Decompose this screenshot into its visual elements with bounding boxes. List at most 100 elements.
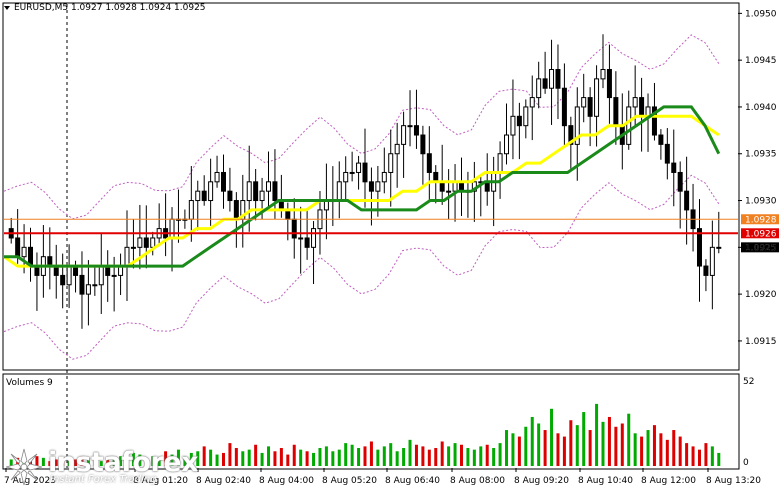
candle-bearish [79,274,85,295]
logo-mark-icon [5,448,43,486]
time-tick-label: 8 Aug 12:00 [641,476,696,486]
volume-bar-up [99,461,103,466]
volume-bar-up [382,446,386,466]
volume-bar-up [67,461,71,466]
candle-bearish [587,97,593,117]
price-tick-label: 1.0940 [745,103,777,113]
volume-bar-down [588,430,592,466]
price-tick-label: 1.0930 [745,197,777,207]
candle-bearish [220,171,226,192]
volume-bar-up [505,430,509,466]
candle-bearish [233,200,239,220]
volume-bar-down [704,443,708,466]
volume-bar-up [447,446,451,466]
candle-bearish [143,237,149,248]
volume-bar-up [260,452,264,466]
volume-bar-down [228,443,232,466]
time-tick-label: 8 Aug 08:00 [450,476,505,486]
volume-bar-down [659,433,663,466]
volume-bar-down [459,444,463,466]
candle-bullish [85,284,91,295]
candle-bearish [568,125,574,145]
candle-bullish [169,218,175,239]
volume-bar-up [157,457,161,466]
price-level-label: 1.0928 [745,215,777,225]
symbol-dropdown-icon[interactable] [4,6,10,10]
candle-bearish [542,78,548,89]
time-tick-label: 8 Aug 13:20 [706,476,761,486]
candle-bullish [214,171,220,183]
candle-bullish [311,228,317,248]
volume-bar-down [305,451,309,466]
candle-bullish [298,237,304,240]
volume-bar-up [241,451,245,466]
time-tick-label: 8 Aug 04:00 [259,476,314,486]
volume-bar-down [620,423,624,466]
price-axis: 1.0950 1.0945 1.0940 1.0935 1.0930 1.0925 1.09… [738,9,777,347]
candle-bullish [92,284,98,287]
candle-bullish [523,106,529,127]
volume-bar-up [601,421,605,466]
volume-bar-down [440,441,444,466]
candle-bullish [626,106,632,145]
volume-bar-down [61,457,65,466]
price-tick-label: 1.0945 [745,56,777,66]
volume-bar-down [234,448,238,466]
candle-bearish [60,274,66,286]
candle-bearish [516,115,522,127]
volume-bar-up [331,451,335,466]
volume-bar-up [215,454,219,466]
candle-bearish [272,181,278,202]
volume-bar-up [550,408,554,466]
candle-bullish [343,171,349,183]
candle-bullish [536,78,542,99]
time-tick-label: 8 Aug 10:40 [578,476,633,486]
volume-bar-down [697,449,701,466]
time-tick-label: 8 Aug 02:40 [196,476,251,486]
volume-bar-down [292,444,296,466]
volume-bar-down [485,444,489,466]
time-tick-label: 8 Aug 06:40 [385,476,440,486]
volume-bar-down [543,430,547,466]
volume-bar-up [125,457,129,466]
candle-bullish [407,125,413,128]
time-tick-label: 8 Aug 01:20 [133,476,188,486]
upper-band-line [3,34,720,220]
volume-bar-up [93,459,97,466]
volume-bar-up [267,446,271,466]
volume-max-label: 52 [743,377,754,387]
volume-bar-down [562,436,566,466]
volume-bar-down [556,433,560,466]
volume-bar-up [151,456,155,466]
envelope-bands [3,34,720,360]
volume-bar-down [286,454,290,466]
volume-bar-up [479,446,483,466]
price-tick-label: 1.0915 [745,337,777,347]
volume-bar-up [176,449,180,466]
volume-bar-down [273,451,277,466]
moving-averages [3,105,721,268]
volume-bar-up [595,403,599,466]
candle-bullish [581,97,587,108]
price-tick-label: 1.0925 [745,243,777,253]
candle-bullish [510,115,516,136]
candle-bearish [15,237,21,258]
candle-bearish [227,190,233,202]
volume-bars [9,403,721,466]
volume-bar-down [517,436,521,466]
candle-bullish [394,143,400,155]
candle-bullish [574,106,580,145]
candle-bullish [549,69,555,89]
time-tick-label: 8 Aug 05:20 [322,476,377,486]
volume-bar-down [369,441,373,466]
volume-bar-down [279,448,283,466]
volume-bar-up [389,443,393,466]
candle-bullish [709,246,715,276]
candle-bullish [497,153,503,173]
volume-bar-up [537,423,541,466]
volume-bar-down [35,456,39,466]
volume-bar-up [530,416,534,466]
time-axis: 7 Aug 2023 8 Aug 01:20 8 Aug 02:40 8 Aug 04… [4,468,761,486]
candle-bullish [336,181,342,202]
